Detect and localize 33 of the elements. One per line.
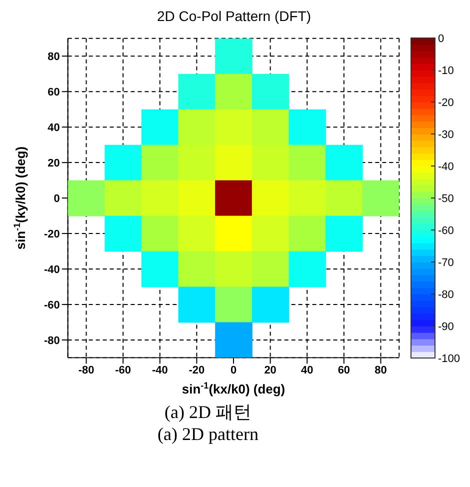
- y-tick-label: 80: [48, 51, 60, 64]
- color-bar-label: -70: [438, 257, 454, 269]
- y-tick-label: -20: [44, 228, 60, 240]
- color-bar-label: -40: [438, 161, 454, 173]
- color-bar-label: -20: [438, 97, 454, 109]
- x-tick-label: -80: [78, 364, 94, 376]
- y-tick-label: 0: [54, 192, 60, 205]
- y-tick-label: -80: [44, 334, 60, 347]
- x-tick-label: 0: [230, 364, 237, 376]
- x-tick-label: -40: [152, 364, 168, 376]
- y-tick-label: 40: [48, 122, 60, 134]
- color-bar-label: -30: [438, 129, 454, 141]
- x-tick-label: 80: [374, 364, 387, 376]
- chart-title: 2D Co-Pol Pattern (DFT): [156, 8, 312, 26]
- y-tick-label: 60: [48, 86, 60, 98]
- text: (a) 2D 패턴: [164, 401, 252, 424]
- x-tick-label: -20: [188, 364, 205, 376]
- y-tick-label: -40: [44, 264, 60, 276]
- x-tick-label: 60: [338, 364, 350, 376]
- color-bar-label: -100: [438, 353, 460, 365]
- y-tick-label: 20: [48, 157, 60, 170]
- x-tick-label: 40: [301, 364, 314, 376]
- color-bar-label: -50: [438, 193, 454, 205]
- color-bar-label: 0: [438, 33, 444, 45]
- color-bar-label: -90: [438, 321, 454, 333]
- color-bar-label: -60: [438, 225, 454, 237]
- color-bar-label: -10: [438, 65, 454, 77]
- text: (a) 2D pattern: [156, 424, 260, 445]
- x-tick-label: 20: [264, 364, 276, 376]
- x-axis-title: sin$^{-1}$(kx/k0) (deg): [182, 380, 286, 397]
- color-bar-label: -80: [438, 289, 454, 301]
- y-tick-label: -60: [44, 299, 60, 312]
- x-tick-label: -60: [115, 364, 132, 376]
